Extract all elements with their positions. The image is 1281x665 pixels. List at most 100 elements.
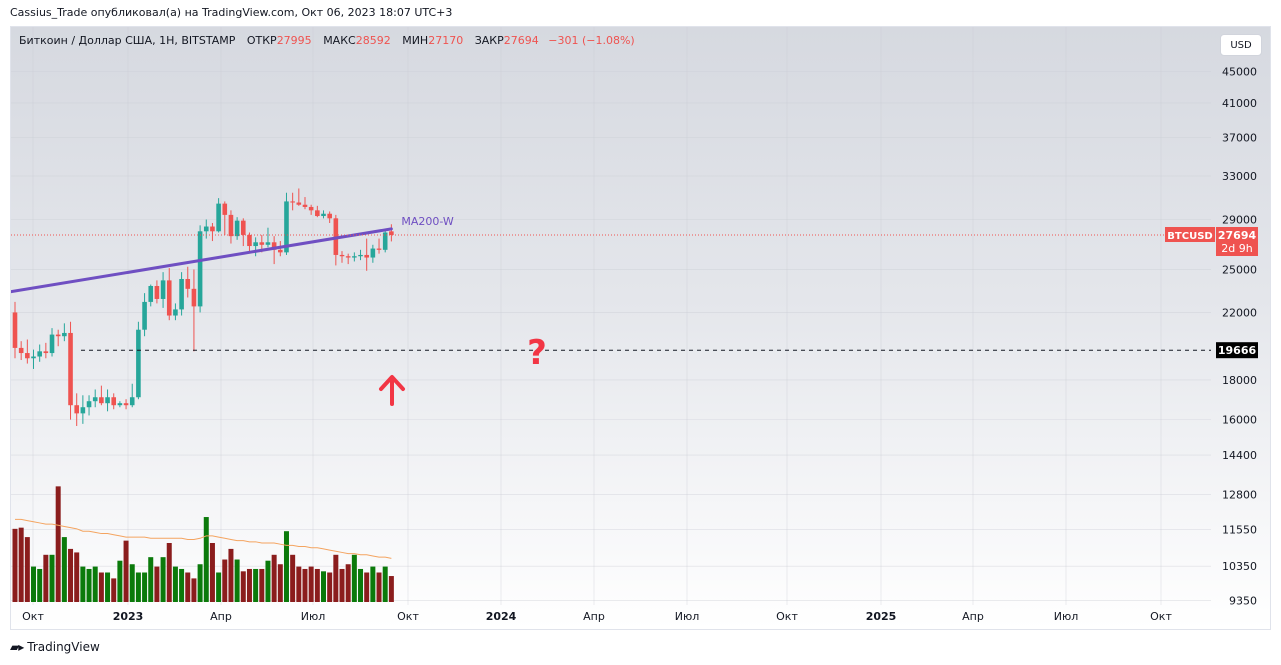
candle-body: [278, 249, 283, 253]
volume-bar: [61, 537, 67, 602]
candle-body: [62, 332, 67, 337]
candle-body: [296, 202, 302, 205]
x-tick-label: 2024: [486, 610, 517, 623]
candle-body: [240, 220, 246, 235]
candle-body: [74, 405, 79, 414]
candle-body: [302, 204, 308, 207]
volume-bar: [197, 564, 203, 602]
y-tick-label: 11550: [1222, 523, 1257, 536]
x-axis: Окт 2023 Апр Июл Окт 2024 Апр Июл Окт 2025 Апр Июл О…: [22, 610, 1172, 623]
volume-bar: [302, 568, 308, 602]
volume-bar: [18, 527, 24, 602]
volume-bar: [234, 559, 240, 602]
y-tick-label: 22000: [1222, 306, 1257, 319]
volume-bar: [388, 576, 394, 602]
volume-bar: [271, 554, 277, 602]
volume-bar: [111, 578, 117, 602]
candle-body: [68, 332, 73, 406]
volume-bar: [74, 552, 80, 602]
y-tick-label: 29000: [1222, 213, 1257, 226]
level-tag-value: 19666: [1218, 344, 1257, 357]
x-tick-label: Июл: [301, 610, 326, 623]
y-axis: 45000 41000 37000 33000 29000 25000 22000 18000…: [1222, 66, 1257, 608]
volume-bar: [339, 568, 345, 602]
candle-body: [99, 397, 104, 404]
volume-bar: [68, 548, 74, 602]
close-label: ЗАКР: [474, 34, 504, 47]
volume-bar: [283, 531, 289, 602]
candle-body: [12, 312, 18, 348]
candle-body: [321, 213, 326, 217]
volume-bar: [148, 557, 154, 602]
volume-bars: [12, 486, 394, 602]
low-value: 27170: [428, 34, 464, 47]
candle-body: [389, 231, 394, 235]
price-chart[interactable]: MA200-W 45000 41000 37000 33000 29000 25000 22…: [11, 27, 1270, 629]
volume-bar: [166, 543, 172, 602]
overlay-lines: MA200-W: [11, 215, 1211, 351]
candle-body: [123, 403, 129, 406]
price-tag: [1216, 226, 1258, 256]
chart-frame[interactable]: MA200-W 45000 41000 37000 33000 29000 25000 22…: [10, 26, 1271, 630]
volume-bar: [376, 572, 382, 602]
volume-bar: [31, 566, 37, 602]
footer-brand[interactable]: ▰▸ TradingView: [10, 640, 100, 654]
symbol-legend: Биткоин / Доллар США, 1Н, BITSTAMP ОТКР2…: [19, 34, 635, 47]
candle-body: [160, 280, 166, 299]
volume-bar: [117, 560, 123, 602]
volume-bar: [80, 566, 86, 602]
volume-bar: [37, 568, 43, 602]
candle-body: [142, 301, 147, 330]
volume-bar: [209, 543, 215, 602]
candle-body: [284, 201, 289, 253]
volume-bar: [203, 517, 209, 602]
y-tick-label: 45000: [1222, 66, 1257, 79]
volume-bar: [179, 568, 185, 602]
candle-body: [86, 401, 92, 408]
volume-bar: [240, 571, 246, 602]
open-value: 27995: [276, 34, 312, 47]
candle-body: [31, 356, 36, 359]
candle-body: [259, 242, 265, 245]
currency-button[interactable]: USD: [1220, 34, 1262, 56]
low-label: МИН: [402, 34, 429, 47]
candle-body: [234, 220, 240, 237]
high-value: 28592: [355, 34, 391, 47]
candle-body: [308, 206, 314, 211]
x-tick-label: Окт: [397, 610, 419, 623]
volume-bar: [160, 557, 166, 602]
volume-bar: [358, 568, 364, 602]
candle-body: [228, 214, 234, 237]
volume-bar: [265, 560, 271, 602]
volume-bar: [222, 559, 228, 602]
candle-body: [345, 256, 351, 258]
volume-bar: [296, 566, 302, 602]
candle-body: [191, 288, 197, 307]
volume-bar: [142, 572, 148, 602]
volume-bar: [314, 568, 320, 602]
price-tag-countdown: 2d 9h: [1221, 242, 1252, 255]
volume-bar: [290, 554, 296, 602]
grid-lines: [11, 27, 1211, 605]
volume-bar: [253, 568, 259, 602]
volume-ma-line: [15, 518, 392, 559]
candle-body: [339, 254, 345, 257]
volume-bar: [105, 572, 111, 602]
candle-body: [358, 254, 363, 257]
volume-bar: [370, 566, 376, 602]
volume-bar: [364, 572, 370, 602]
candle-body: [352, 256, 357, 258]
volume-bar: [123, 540, 129, 602]
candle-body: [148, 285, 154, 302]
x-tick-label: Окт: [776, 610, 798, 623]
change-value: −301 (−1.08%): [548, 34, 635, 47]
close-value: 27694: [503, 34, 539, 47]
y-tick-label: 12800: [1222, 489, 1257, 502]
candle-body: [136, 329, 141, 398]
candle-body: [49, 334, 55, 354]
candle-body: [197, 231, 203, 307]
y-tick-label: 14400: [1222, 449, 1257, 462]
candle-body: [154, 285, 160, 299]
brand-name: TradingView: [27, 640, 100, 654]
high-label: МАКС: [323, 34, 356, 47]
